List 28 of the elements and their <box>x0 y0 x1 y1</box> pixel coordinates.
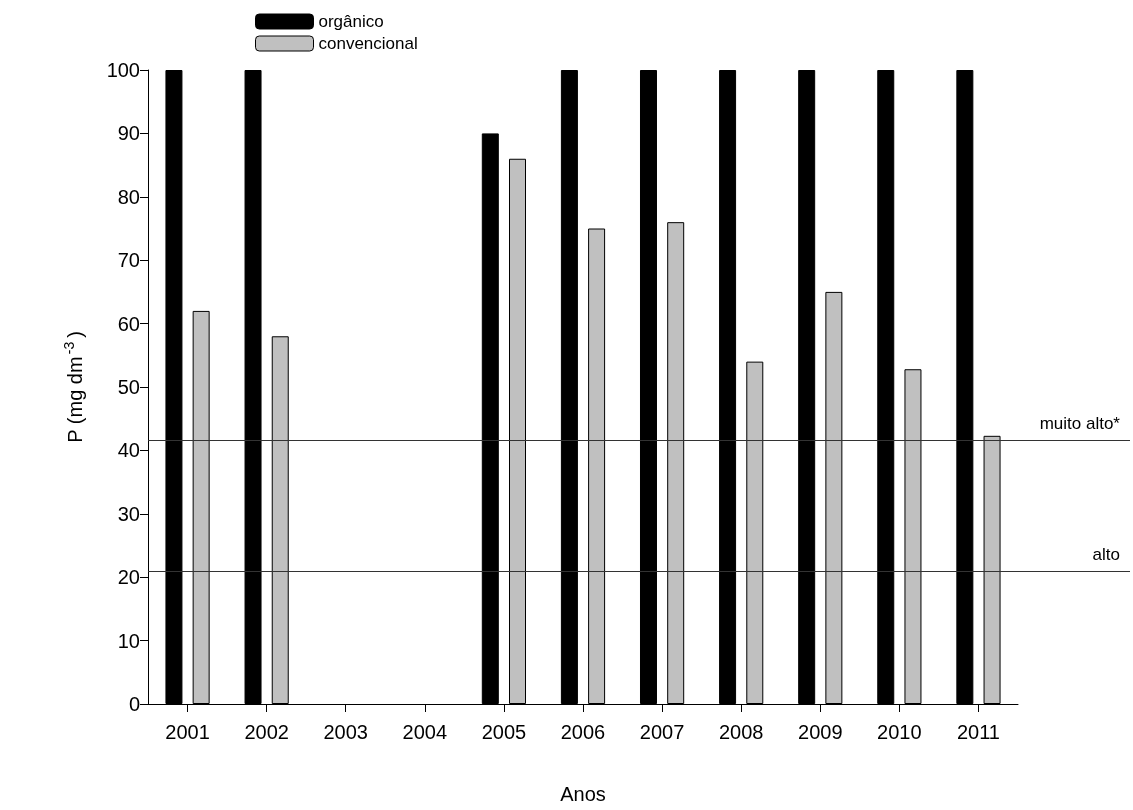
y-tick-label: 20 <box>117 566 140 589</box>
x-tick-label: 2006 <box>560 721 606 743</box>
y-tick-label: 70 <box>117 249 140 272</box>
x-tick-label: 2009 <box>798 721 843 743</box>
legend-label: convencional <box>318 34 418 53</box>
y-tick-label: 90 <box>117 122 140 145</box>
y-tick-label: 80 <box>117 185 140 208</box>
y-tick-label: 0 <box>128 693 140 715</box>
legend-label: orgânico <box>318 12 384 31</box>
y-tick-label: 40 <box>117 439 140 462</box>
x-tick-label: 2008 <box>718 721 764 743</box>
x-tick-label: 2007 <box>639 721 685 743</box>
ref-line-label: alto <box>1092 544 1120 564</box>
x-tick-label: 2010 <box>877 721 922 743</box>
y-tick-label: 50 <box>117 376 140 398</box>
y-tick-label: 30 <box>117 502 140 525</box>
x-axis-title: Anos <box>560 783 606 805</box>
x-tick-label: 2003 <box>323 721 368 743</box>
x-tick-label: 2011 <box>956 721 1000 743</box>
x-tick-label: 2002 <box>244 721 289 743</box>
y-tick-label: 60 <box>117 312 140 335</box>
y-axis-title: P (mg dm-3) <box>61 331 86 443</box>
y-tick-label: 10 <box>117 629 140 652</box>
x-tick-label: 2004 <box>402 721 448 743</box>
y-tick-label: 100 <box>106 59 140 81</box>
ref-line-label: muito alto* <box>1039 414 1121 434</box>
x-tick-label: 2001 <box>165 721 210 743</box>
x-tick-label: 2005 <box>481 721 527 743</box>
